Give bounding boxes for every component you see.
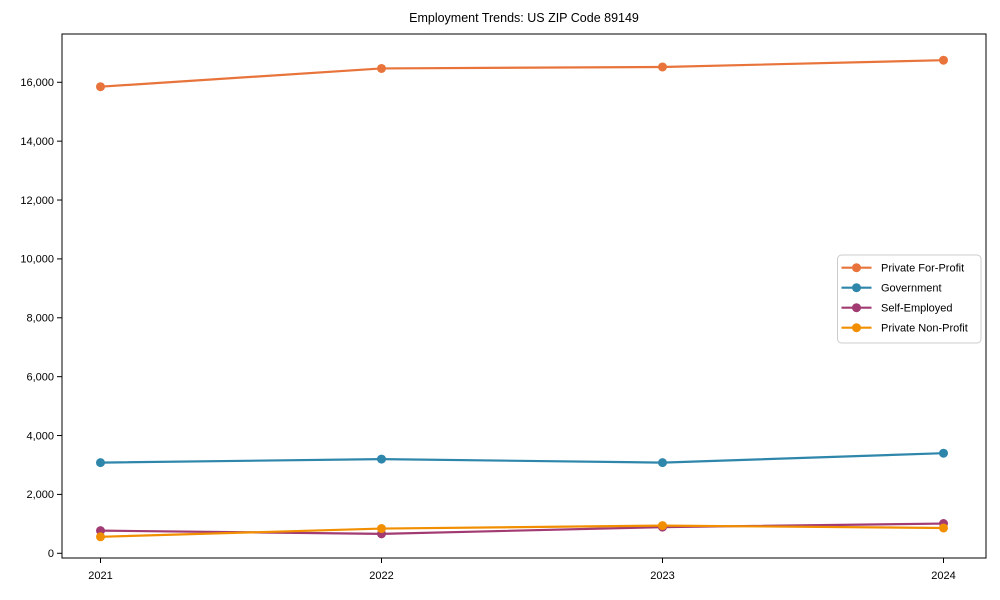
- legend-marker: [852, 303, 861, 313]
- legend-label: Government: [881, 283, 942, 295]
- legend-box: [837, 254, 982, 344]
- y-tick-label: 14,000: [20, 136, 54, 148]
- y-tick-label: 2,000: [26, 489, 54, 501]
- legend-label: Private Non-Profit: [881, 323, 968, 335]
- x-tick-label: 2022: [369, 570, 393, 582]
- plot-border: [61, 33, 987, 559]
- y-tick-label: 6,000: [26, 371, 54, 383]
- data-point-marker: [658, 62, 667, 72]
- chart-legend: Private For-Profit Government Self-Employe…: [837, 254, 982, 344]
- y-tick-label: 12,000: [20, 195, 54, 207]
- series-line-private-for-profit: [99, 59, 945, 88]
- series-line-government: [99, 452, 945, 464]
- data-point-marker: [939, 55, 948, 65]
- plot-area: 0 2,000 4,000 6,000 8,000 10,000 12,000 14,000 1…: [20, 33, 987, 582]
- legend-marker: [852, 283, 861, 293]
- legend-marker: [852, 323, 861, 333]
- y-tick-label: 16,000: [20, 77, 54, 89]
- data-point-marker: [96, 526, 105, 536]
- legend-label: Private For-Profit: [881, 263, 964, 275]
- x-tick-label: 2024: [931, 570, 955, 582]
- data-point-marker: [658, 521, 667, 531]
- series-line-private-non-profit: [99, 524, 945, 538]
- y-tick-label: 10,000: [20, 254, 54, 266]
- data-point-marker: [939, 448, 948, 458]
- x-tick-label: 2023: [650, 570, 674, 582]
- data-point-marker: [658, 458, 667, 468]
- x-tick-label: 2021: [88, 570, 112, 582]
- y-tick-label: 8,000: [26, 313, 54, 325]
- data-point-marker: [96, 458, 105, 468]
- data-point-marker: [939, 523, 948, 533]
- data-point-marker: [96, 532, 105, 542]
- data-point-marker: [377, 524, 386, 534]
- data-point-marker: [96, 82, 105, 92]
- y-tick-label: 0: [48, 548, 54, 560]
- data-point-marker: [377, 63, 386, 73]
- data-point-marker: [377, 454, 386, 464]
- legend-marker: [852, 263, 861, 273]
- legend-label: Self-Employed: [881, 303, 953, 315]
- y-tick-label: 4,000: [26, 430, 54, 442]
- chart-title: Employment Trends: US ZIP Code 89149: [409, 11, 639, 25]
